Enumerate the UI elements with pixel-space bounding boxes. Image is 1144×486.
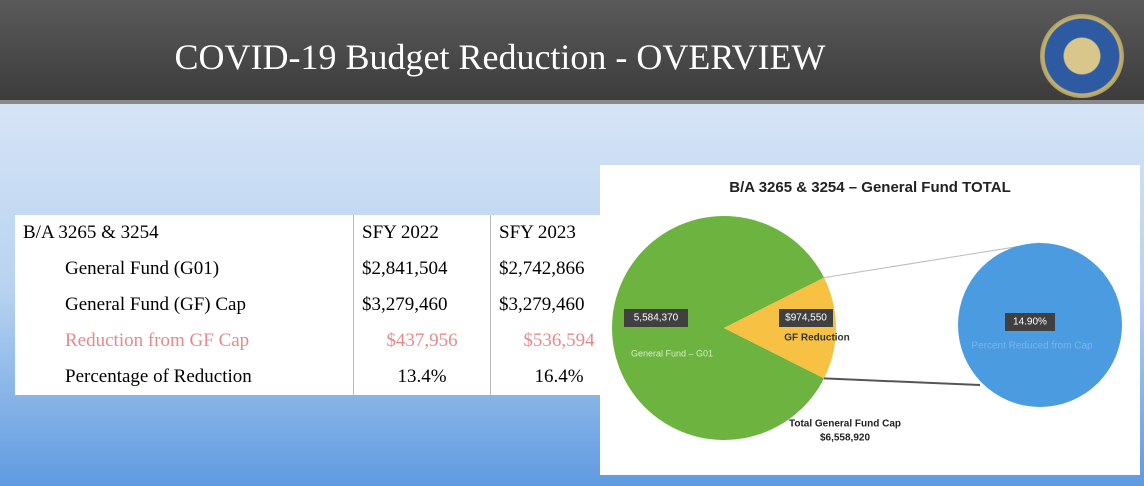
table-cell: 13.4% (353, 359, 491, 395)
chart-title: B/A 3265 & 3254 – General Fund TOTAL (729, 179, 1010, 196)
slide-title: COVID-19 Budget Reduction - OVERVIEW (174, 37, 826, 77)
label-box (1005, 313, 1055, 331)
table-cell: Reduction from GF Cap (65, 330, 250, 351)
label-box (779, 309, 833, 327)
table-cell: Percentage of Reduction (65, 366, 252, 387)
table-cell: General Fund (GF) Cap (65, 294, 246, 315)
table-cell: $2,841,504 (353, 251, 491, 287)
total-name: Total General Fund Cap (789, 419, 901, 430)
table-cell: $3,279,460 (353, 287, 491, 323)
table-cell: $437,956 (353, 323, 491, 359)
pie-slice (612, 216, 825, 441)
pie-slice (724, 277, 837, 379)
connector (823, 377, 981, 386)
table-header: B/A 3265 & 3254 (23, 222, 159, 243)
seal (1040, 14, 1124, 98)
category-label: General Fund – G01 (631, 348, 713, 358)
data-label: 5,584,370 (634, 313, 679, 324)
data-label: $974,550 (785, 313, 827, 324)
table-header: SFY 2022 (353, 215, 491, 251)
connector (823, 242, 1041, 279)
category-label: Percent Reduced from Cap (971, 341, 1093, 352)
data-label: 14.90% (1013, 317, 1047, 328)
table-cell: General Fund (G01) (65, 258, 220, 279)
category-label: GF Reduction (784, 333, 850, 344)
budget-table: B/A 3265 & 3254 SFY 2022 SFY 2023 General … (15, 215, 627, 395)
title-bar: COVID-19 Budget Reduction - OVERVIEW (0, 0, 1144, 104)
label-box (624, 309, 688, 327)
total-label: $6,558,920 (820, 433, 870, 444)
